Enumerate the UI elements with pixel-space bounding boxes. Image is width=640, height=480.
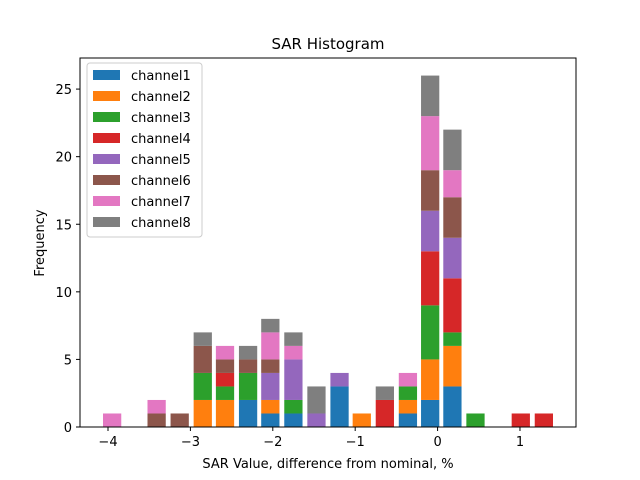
bar-channel4-bin-14: [443, 278, 462, 333]
bar-channel8-bin-7: [284, 332, 303, 346]
bar-channel7-bin-14: [443, 170, 462, 198]
legend-label-channel2: channel2: [131, 90, 191, 105]
legend-label-channel3: channel3: [131, 111, 191, 126]
legend-swatch-channel4: [93, 133, 120, 143]
x-axis-ticks: −4 −3 −2 −1 0 1: [98, 427, 524, 450]
bar-channel5-bin-6: [261, 372, 280, 400]
bar-channel3-bin-13: [421, 305, 440, 360]
bar-channel7-bin-13: [421, 116, 440, 171]
bars-group: [103, 75, 553, 427]
bar-channel6-bin-1: [147, 413, 166, 427]
legend: channel1 channel2 channel3 channel4 channel5…: [86, 62, 203, 238]
bar-channel3-bin-3: [193, 372, 212, 400]
x-tick-label: −3: [181, 435, 200, 450]
y-tick-label: 20: [55, 151, 72, 166]
bar-channel8-bin-6: [261, 318, 280, 333]
x-tick-label: −4: [98, 435, 117, 450]
legend-swatch-channel6: [93, 175, 120, 185]
legend-swatch-channel7: [93, 196, 120, 206]
bar-channel2-bin-13: [421, 359, 440, 400]
y-axis-label: Frequency: [33, 209, 48, 276]
bar-channel8-bin-8: [307, 386, 326, 414]
bar-channel5-bin-13: [421, 210, 440, 252]
legend-label-channel1: channel1: [131, 69, 191, 84]
y-axis-ticks: 0 5 10 15 20 25: [55, 83, 80, 436]
bar-channel3-bin-14: [443, 332, 462, 346]
bar-channel7-bin-0: [103, 413, 122, 427]
legend-label-channel7: channel7: [131, 195, 191, 210]
bar-channel6-bin-5: [238, 359, 258, 373]
bar-channel1-bin-14: [443, 386, 462, 427]
bar-channel4-bin-17: [534, 413, 553, 427]
bar-channel2-bin-6: [261, 399, 280, 414]
bar-channel5-bin-9: [330, 372, 349, 387]
bar-channel6-bin-13: [421, 170, 440, 211]
bar-channel5-bin-14: [443, 237, 462, 279]
legend-swatch-channel8: [93, 217, 120, 227]
bar-channel7-bin-1: [147, 399, 166, 414]
y-tick-label: 10: [55, 286, 72, 301]
legend-swatch-channel2: [93, 91, 120, 101]
y-tick-label: 25: [55, 83, 72, 98]
bar-channel2-bin-3: [193, 399, 212, 427]
bar-channel4-bin-16: [511, 413, 530, 427]
bar-channel2-bin-10: [352, 413, 371, 427]
bar-channel2-bin-12: [398, 399, 418, 414]
legend-label-channel6: channel6: [131, 174, 191, 189]
bar-channel3-bin-12: [398, 386, 418, 400]
bar-channel8-bin-14: [443, 129, 462, 171]
plot-frame: [79, 57, 577, 428]
bar-channel1-bin-13: [421, 399, 440, 427]
legend-swatch-channel1: [93, 70, 120, 80]
chart-title: SAR Histogram: [271, 35, 384, 53]
bar-channel1-bin-12: [398, 413, 418, 427]
x-axis-label: SAR Value, difference from nominal, %: [202, 457, 453, 472]
bar-channel1-bin-9: [330, 386, 349, 427]
bar-channel5-bin-8: [307, 413, 326, 427]
bar-channel7-bin-12: [398, 372, 418, 387]
bar-channel8-bin-5: [238, 345, 258, 360]
bar-channel8-bin-3: [193, 332, 212, 346]
bar-channel4-bin-11: [375, 399, 394, 427]
bar-channel6-bin-2: [170, 413, 189, 427]
bar-channel2-bin-4: [215, 399, 235, 427]
bar-channel6-bin-3: [193, 345, 212, 373]
bar-channel6-bin-4: [215, 359, 235, 373]
bar-channel6-bin-14: [443, 197, 462, 238]
bar-channel5-bin-7: [284, 359, 303, 400]
legend-label-channel4: channel4: [131, 132, 191, 147]
bar-channel7-bin-4: [215, 345, 235, 360]
bar-channel4-bin-4: [215, 372, 235, 387]
x-tick-label: −2: [263, 435, 282, 450]
y-tick-label: 15: [55, 218, 72, 233]
legend-label-channel8: channel8: [131, 216, 191, 231]
bar-channel1-bin-7: [284, 413, 303, 427]
bar-channel8-bin-13: [421, 75, 440, 117]
bar-channel7-bin-7: [284, 345, 303, 360]
bar-channel2-bin-14: [443, 345, 462, 387]
bar-channel3-bin-4: [215, 386, 235, 400]
legend-swatch-channel5: [93, 154, 120, 164]
x-tick-label: 0: [433, 435, 441, 450]
bar-channel3-bin-15: [466, 413, 485, 427]
y-tick-label: 5: [64, 353, 72, 368]
bar-channel1-bin-6: [261, 413, 280, 427]
bar-channel1-bin-5: [238, 399, 258, 427]
bar-channel4-bin-13: [421, 251, 440, 306]
legend-label-channel5: channel5: [131, 153, 191, 168]
x-tick-label: −1: [346, 435, 365, 450]
bar-channel6-bin-6: [261, 359, 280, 373]
bar-channel8-bin-11: [375, 386, 394, 400]
bar-channel7-bin-6: [261, 332, 280, 360]
x-tick-label: 1: [516, 435, 524, 450]
bar-channel3-bin-5: [238, 372, 258, 400]
bar-channel3-bin-7: [284, 399, 303, 414]
legend-box: [86, 62, 203, 238]
legend-swatch-channel3: [93, 112, 120, 122]
y-tick-label: 0: [64, 421, 72, 436]
